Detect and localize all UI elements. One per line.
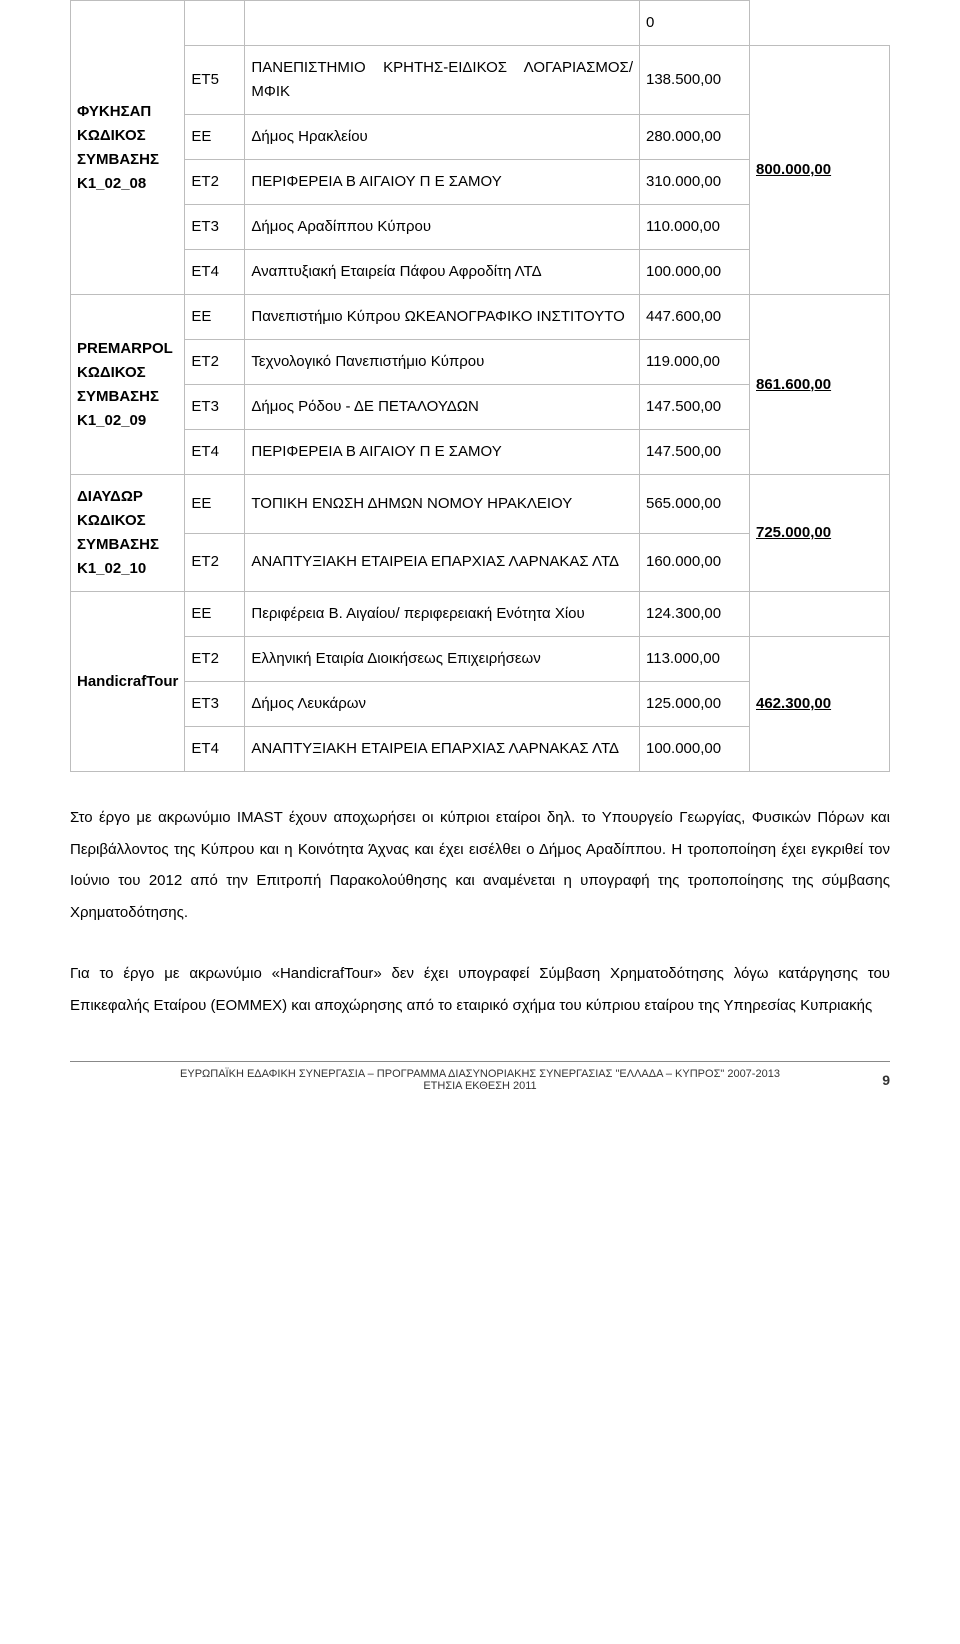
partner-code: ΕΤ4 — [185, 727, 245, 772]
table-cell — [245, 1, 640, 46]
amount-cell: 0 — [640, 1, 750, 46]
partner-desc: Περιφέρεια Β. Αιγαίου/ περιφερειακή Ενότ… — [245, 592, 640, 637]
partner-code: ΕΤ3 — [185, 385, 245, 430]
amount-cell: 147.500,00 — [640, 385, 750, 430]
project-total: 462.300,00 — [750, 637, 890, 772]
project-total: 800.000,00 — [750, 46, 890, 295]
amount-cell: 119.000,00 — [640, 340, 750, 385]
partner-desc: ΠΕΡΙΦΕΡΕΙΑ Β ΑΙΓΑΙΟΥ Π Ε ΣΑΜΟΥ — [245, 160, 640, 205]
partner-code: ΕΤ2 — [185, 533, 245, 592]
amount-cell: 280.000,00 — [640, 115, 750, 160]
partner-desc: Τεχνολογικό Πανεπιστήμιο Κύπρου — [245, 340, 640, 385]
partner-desc: ΑΝΑΠΤΥΞΙΑΚΗ ΕΤΑΙΡΕΙΑ ΕΠΑΡΧΙΑΣ ΛΑΡΝΑΚΑΣ Λ… — [245, 533, 640, 592]
partner-desc: Δήμος Ηρακλείου — [245, 115, 640, 160]
footer-line-2: ΕΤΗΣΙΑ ΕΚΘΕΣΗ 2011 — [70, 1080, 890, 1092]
partner-code: ΕΤ4 — [185, 430, 245, 475]
partner-code: ΕΤ2 — [185, 637, 245, 682]
partner-desc: ΤΟΠΙΚΗ ΕΝΩΣΗ ΔΗΜΩΝ ΝΟΜΟΥ ΗΡΑΚΛΕΙΟΥ — [245, 475, 640, 534]
amount-cell: 565.000,00 — [640, 475, 750, 534]
partner-code: ΕΕ — [185, 295, 245, 340]
project-name: PREMARPOLΚΩΔΙΚΟΣΣΥΜΒΑΣΗΣΚ1_02_09 — [71, 295, 185, 475]
partner-desc: Δήμος Ρόδου - ΔΕ ΠΕΤΑΛΟΥΔΩΝ — [245, 385, 640, 430]
table-cell — [185, 1, 245, 46]
footer-line-1: ΕΥΡΩΠΑΪΚΗ ΕΔΑΦΙΚΗ ΣΥΝΕΡΓΑΣΙΑ – ΠΡΟΓΡΑΜΜΑ… — [70, 1068, 890, 1080]
partner-desc: ΠΕΡΙΦΕΡΕΙΑ Β ΑΙΓΑΙΟΥ Π Ε ΣΑΜΟΥ — [245, 430, 640, 475]
partner-desc: ΑΝΑΠΤΥΞΙΑΚΗ ΕΤΑΙΡΕΙΑ ΕΠΑΡΧΙΑΣ ΛΑΡΝΑΚΑΣ Λ… — [245, 727, 640, 772]
amount-cell: 113.000,00 — [640, 637, 750, 682]
amount-cell: 100.000,00 — [640, 250, 750, 295]
table-cell — [750, 592, 890, 637]
amount-cell: 147.500,00 — [640, 430, 750, 475]
funding-table: ΦΥΚΗΣΑΠΚΩΔΙΚΟΣΣΥΜΒΑΣΗΣΚ1_02_08 0 ΕΤ5ΠΑΝΕΠΙ… — [70, 0, 890, 772]
project-total: 725.000,00 — [750, 475, 890, 592]
amount-cell: 447.600,00 — [640, 295, 750, 340]
amount-cell: 124.300,00 — [640, 592, 750, 637]
project-name: ΔΙΑΥΔΩΡΚΩΔΙΚΟΣΣΥΜΒΑΣΗΣΚ1_02_10 — [71, 475, 185, 592]
project-name: HandicrafTour — [71, 592, 185, 772]
amount-cell: 310.000,00 — [640, 160, 750, 205]
partner-code: ΕΤ2 — [185, 340, 245, 385]
partner-desc: Δήμος Λευκάρων — [245, 682, 640, 727]
partner-code: ΕΕ — [185, 115, 245, 160]
partner-desc: Αναπτυξιακή Εταιρεία Πάφου Αφροδίτη ΛΤΔ — [245, 250, 640, 295]
amount-cell: 138.500,00 — [640, 46, 750, 115]
partner-code: ΕΕ — [185, 592, 245, 637]
partner-desc: ΠΑΝΕΠΙΣΤΗΜΙΟ ΚΡΗΤΗΣ-ΕΙΔΙΚΟΣ ΛΟΓΑΡΙΑΣΜΟΣ/… — [245, 46, 640, 115]
project-name: ΦΥΚΗΣΑΠΚΩΔΙΚΟΣΣΥΜΒΑΣΗΣΚ1_02_08 — [71, 1, 185, 295]
partner-code: ΕΤ3 — [185, 682, 245, 727]
partner-code: ΕΕ — [185, 475, 245, 534]
body-paragraph-1: Στο έργο με ακρωνύμιο IMAST έχουν αποχωρ… — [70, 802, 890, 928]
partner-code: ΕΤ3 — [185, 205, 245, 250]
amount-cell: 110.000,00 — [640, 205, 750, 250]
partner-code: ΕΤ4 — [185, 250, 245, 295]
partner-desc: Πανεπιστήμιο Κύπρου ΩΚΕΑΝΟΓΡΑΦΙΚΟ ΙΝΣΤΙΤ… — [245, 295, 640, 340]
amount-cell: 100.000,00 — [640, 727, 750, 772]
partner-code: ΕΤ2 — [185, 160, 245, 205]
partner-code: ΕΤ5 — [185, 46, 245, 115]
amount-cell: 125.000,00 — [640, 682, 750, 727]
project-total: 861.600,00 — [750, 295, 890, 475]
page-number: 9 — [882, 1072, 890, 1088]
partner-desc: Ελληνική Εταιρία Διοικήσεως Επιχειρήσεων — [245, 637, 640, 682]
amount-cell: 160.000,00 — [640, 533, 750, 592]
body-paragraph-2: Για το έργο με ακρωνύμιο «HandicrafTour»… — [70, 958, 890, 1021]
partner-desc: Δήμος Αραδίππου Κύπρου — [245, 205, 640, 250]
page-footer: ΕΥΡΩΠΑΪΚΗ ΕΔΑΦΙΚΗ ΣΥΝΕΡΓΑΣΙΑ – ΠΡΟΓΡΑΜΜΑ… — [70, 1061, 890, 1092]
